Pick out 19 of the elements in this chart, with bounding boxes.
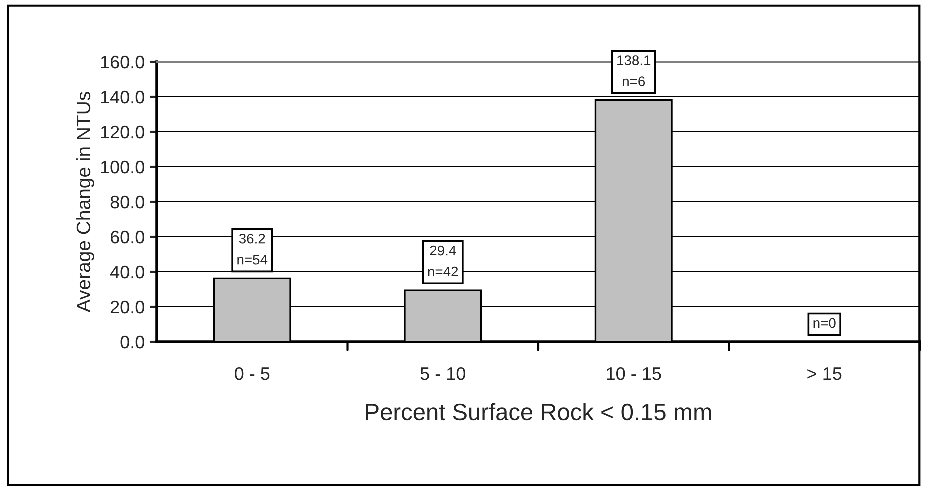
y-tick-label: 0.0 xyxy=(120,336,144,349)
data-label: 29.4 n=42 xyxy=(428,246,458,277)
y-tick-label: 60.0 xyxy=(110,230,144,244)
x-tick-label: > 15 xyxy=(808,368,842,380)
y-tick-label: 40.0 xyxy=(110,266,144,279)
data-label: 36.2 n=54 xyxy=(238,234,268,265)
y-tick-label: 20.0 xyxy=(110,300,144,314)
x-tick-label: 10 - 15 xyxy=(607,367,662,380)
x-tick-label: 5 - 10 xyxy=(420,367,466,380)
y-tick-label: 100.0 xyxy=(101,160,144,174)
data-label: 138.1 n=6 xyxy=(618,56,651,86)
x-axis-title: Percent Surface Rock < 0.15 mm xyxy=(366,403,712,421)
y-tick-label: 140.0 xyxy=(101,90,144,104)
text: n=0 xyxy=(814,318,836,328)
x-tick-label: 0 - 5 xyxy=(235,367,270,380)
y-tick-label: 160.0 xyxy=(101,56,144,69)
y-axis-title: Average Change in NTUs xyxy=(76,92,94,313)
y-tick-label: 120.0 xyxy=(101,126,144,139)
y-tick-label: 80.0 xyxy=(110,196,144,209)
